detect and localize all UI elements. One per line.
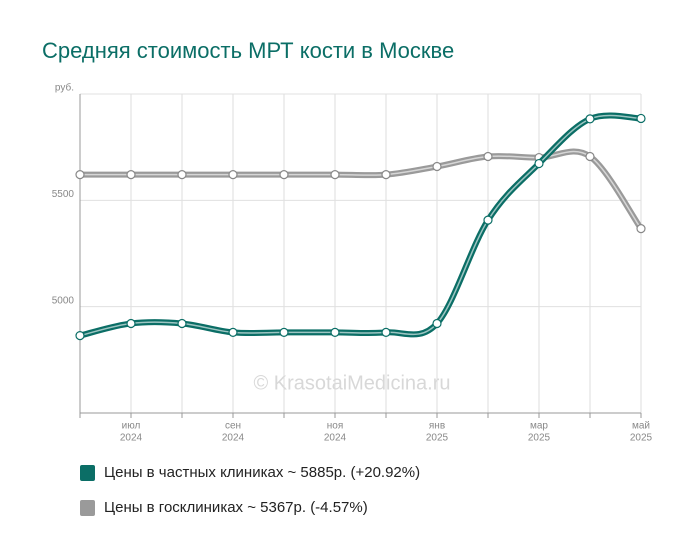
data-point: [636, 113, 646, 124]
data-point: [534, 158, 544, 169]
y-tick-label: 5500: [52, 189, 75, 200]
series-line-highlight: [79, 150, 642, 230]
legend-label: Цены в госклиниках ~ 5367р. (-4.57%): [104, 499, 368, 516]
legend-swatch: [80, 500, 95, 516]
data-point: [585, 151, 595, 162]
series-line: [79, 148, 644, 231]
data-point: [279, 327, 289, 337]
data-point: [432, 161, 442, 172]
x-tick-label: ноя: [327, 421, 344, 432]
x-tick-label: мар: [530, 421, 548, 432]
x-tick-label: 2024: [120, 433, 143, 444]
data-point: [177, 318, 187, 329]
watermark: © KrasotaiMedicina.ru: [253, 372, 450, 394]
data-point: [330, 327, 340, 337]
data-point: [126, 170, 136, 180]
data-point: [483, 151, 493, 162]
data-point: [432, 318, 442, 329]
x-tick-label: сен: [225, 421, 241, 432]
series-line: [79, 112, 642, 339]
data-point: [585, 114, 595, 124]
x-tick-label: янв: [429, 421, 445, 432]
y-tick-label: 5000: [52, 295, 75, 306]
x-tick-label: июл: [122, 421, 141, 432]
x-tick-label: 2024: [222, 433, 245, 444]
data-point: [75, 170, 85, 180]
data-point: [330, 170, 340, 180]
legend-swatch: [80, 465, 95, 481]
data-point: [636, 224, 646, 234]
data-point: [228, 327, 238, 337]
x-tick-label: 2024: [324, 433, 347, 444]
legend-label: Цены в частных клиниках ~ 5885р. (+20.92…: [104, 464, 420, 481]
data-point: [75, 330, 85, 341]
data-point: [177, 170, 187, 180]
y-tick-label: руб.: [55, 82, 74, 94]
x-tick-label: 2025: [426, 433, 449, 444]
x-tick-label: май: [632, 421, 650, 432]
data-point: [126, 318, 136, 329]
x-tick-label: 2025: [528, 433, 551, 444]
data-point: [381, 327, 391, 337]
data-point: [228, 170, 238, 180]
x-tick-label: 2025: [630, 433, 653, 444]
data-point: [483, 215, 493, 225]
data-point: [381, 170, 391, 180]
chart-title: Средняя стоимость МРТ кости в Москве: [42, 38, 454, 63]
data-point: [279, 170, 289, 180]
